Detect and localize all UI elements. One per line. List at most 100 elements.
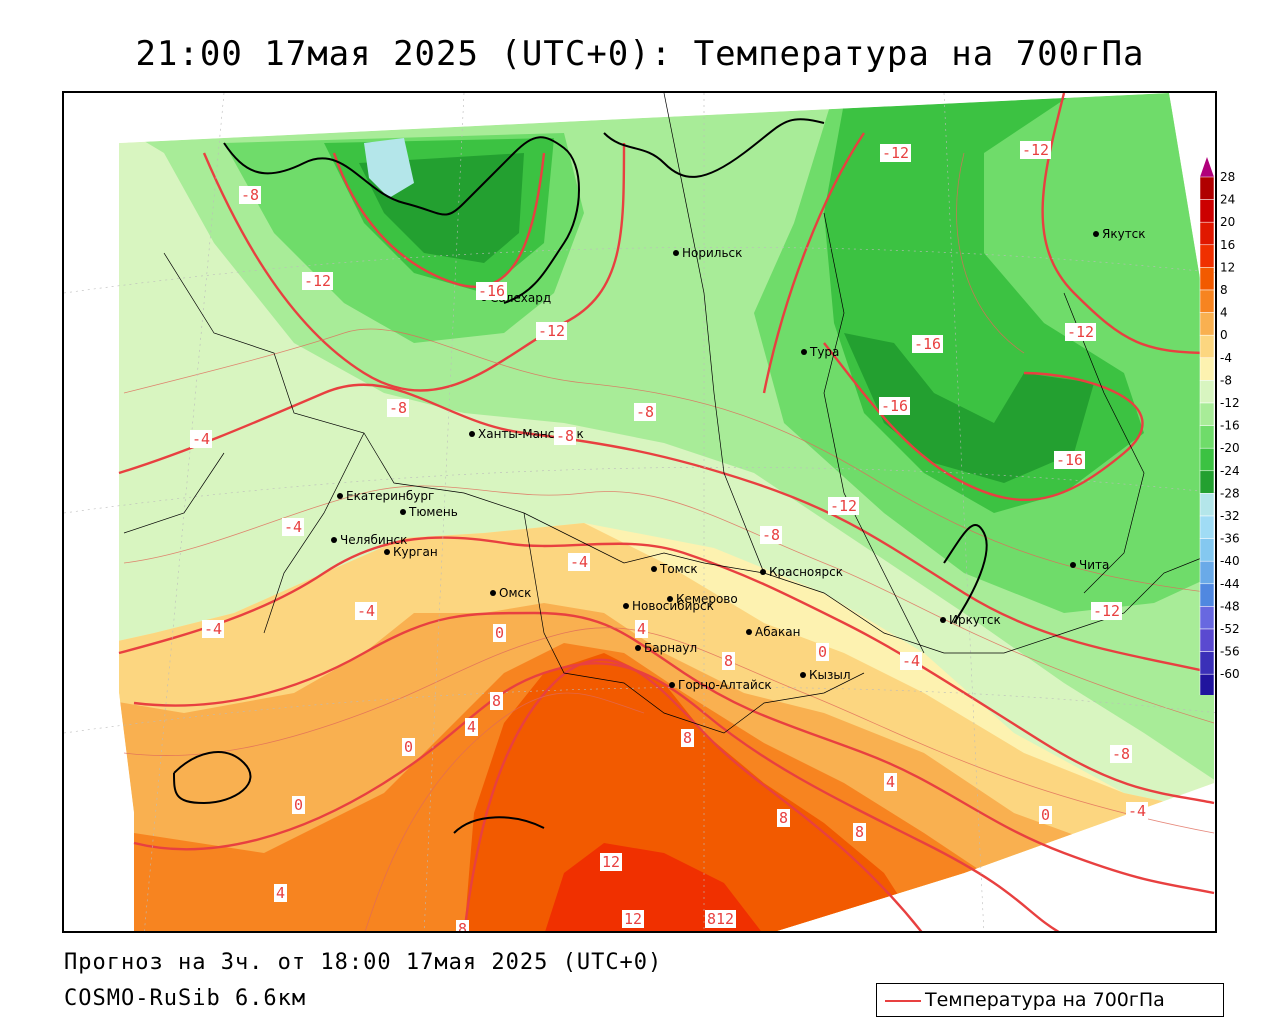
colorbar-tick-label: -20 [1220,441,1240,455]
city-16: Барнаул [635,641,697,655]
colorbar-tick-label: -52 [1220,622,1240,636]
colorbar-tick-label: 20 [1220,215,1235,229]
contour-label-bg [490,692,503,710]
contour-label-bg [493,624,506,642]
contour-label-text: -12 [1067,323,1094,341]
contour-label-text: -8 [636,403,654,421]
contour-label-bg [190,430,212,448]
contour-label-text: -12 [1022,141,1049,159]
city-13: Новосибирск [623,599,714,613]
colorbar-swatch [1199,357,1215,381]
contour-label-text: 8 [458,920,467,933]
contour-label-37: 12 [600,853,622,871]
contour-label-text: 4 [276,884,285,902]
contour-value-labels: -8 -12 -12 -12 -16 -12 -16 -12 -8 -8 -16 -4 -8 -16 -12… [190,141,1148,933]
contour-label-bg [912,335,943,353]
contour-label-text: -4 [570,553,588,571]
colorbar-tick-label: -8 [1220,373,1232,387]
contour-label-22: 4 [635,620,648,638]
contour-label-text: -8 [556,427,574,445]
contour-label-bg [476,282,507,300]
contour-label-9: -8 [634,403,656,421]
legend: Температура на 700гПа [876,983,1224,1017]
contour-label-10: -16 [879,397,910,415]
contour-label-29: 8 [681,729,694,747]
contour-label-text: 0 [404,738,413,756]
colorbar-tick-label: 28 [1220,170,1235,184]
contour-label-34: 8 [853,823,866,841]
city-dot [337,493,343,499]
city-15: Абакан [746,625,800,639]
legend-line-swatch [885,1000,921,1002]
city-9: Томск [651,562,698,576]
contour-label-0: -8 [239,186,261,204]
contour-label-text: 4 [886,773,895,791]
contour-label-36: -4 [1126,802,1148,820]
colorbar-swatch [1199,267,1215,291]
colorbar-swatch [1199,221,1215,246]
city-label: Кемерово [676,592,738,606]
contour-label-text: 8 [779,809,788,827]
contour-label-text: 8 [855,823,864,841]
thin-isolines [123,152,1215,931]
contour-label-text: -12 [1093,602,1120,620]
contour-label-text: -4 [357,602,375,620]
contour-label-38: 4 [274,884,287,902]
colorbar-top-cap [1200,157,1214,177]
contour-label-bg [828,497,859,515]
colorbar-swatch [1199,673,1215,695]
colorbar-swatch [1199,515,1215,539]
contour-label-bg [722,652,735,670]
temperature-field-map: НорильскЯкутскСалехардТураХанты-Мансийск… [64,93,1215,933]
contour-label-bg [402,738,415,756]
contour-label-bg [1039,806,1052,824]
contour-label-26: 8 [490,692,503,710]
contour-label-20: -4 [202,620,224,638]
contour-label-bg [816,643,829,661]
colorbar-swatch [1199,493,1215,517]
contour-label-4: -16 [476,282,507,300]
colorbar-swatch [1199,312,1215,336]
city-label: Чита [1079,558,1109,572]
contour-label-7: -12 [1065,323,1096,341]
contour-label-bg [387,399,409,417]
contour-label-bg [302,272,333,290]
colorbar-swatch [1199,199,1215,223]
model-name: COSMO-RuSib 6.6км [64,986,307,1011]
colorbar-tick-label: -32 [1220,509,1240,523]
contour-label-text: -12 [304,272,331,290]
city-label: Абакан [755,625,800,639]
contour-label-text: 0 [1041,806,1050,824]
contour-label-bg [274,884,287,902]
city-label: Иркутск [949,613,1001,627]
city-dot [635,645,641,651]
colorbar-tick-label: -4 [1220,351,1232,365]
contour-label-28: 0 [402,738,415,756]
contour-label-17: -4 [568,553,590,571]
contour-label-6: -16 [912,335,943,353]
forecast-info: Прогноз на 3ч. от 18:00 17мая 2025 (UTC+… [64,950,663,975]
city-label: Тюмень [408,505,458,519]
contour-label-bg [622,910,644,928]
colorbar-swatch [1199,447,1215,472]
contour-label-bg [777,809,790,827]
city-5: Екатеринбург [337,489,434,503]
city-label: Омск [499,586,531,600]
contour-label-text: -4 [1128,802,1146,820]
contour-label-text: -16 [914,335,941,353]
city-7: Челябинск [331,533,407,547]
colorbar-tick-label: -40 [1220,554,1240,568]
contour-label-bg [705,910,736,928]
contour-label-text: -8 [762,526,780,544]
city-dot [760,569,766,575]
contour-label-bg [880,144,911,162]
contour-label-bg [1054,451,1085,469]
colorbar-tick-label: -24 [1220,464,1240,478]
contour-label-12: -8 [554,427,576,445]
city-0: Норильск [673,246,742,260]
contour-label-bg [568,553,590,571]
contour-label-bg [681,729,694,747]
colorbar-swatch [1199,606,1215,630]
city-dot [469,431,475,437]
city-label: Челябинск [340,533,407,547]
